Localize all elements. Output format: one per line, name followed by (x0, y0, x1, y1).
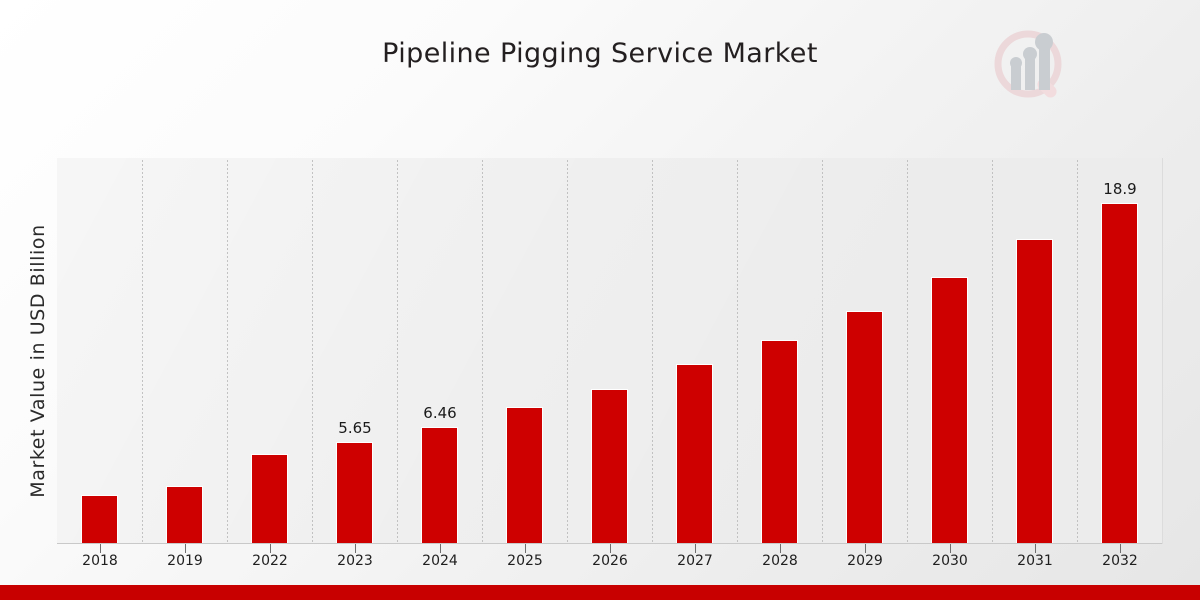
bar (166, 486, 203, 544)
x-axis-tick-label: 2028 (762, 553, 798, 569)
gridline (142, 160, 143, 544)
gridline (907, 160, 908, 544)
x-axis-line (57, 543, 1162, 544)
x-axis-tick-label: 2026 (592, 553, 628, 569)
tick-mark (100, 544, 101, 553)
footer-accent-bar (0, 585, 1200, 600)
watermark-logo (983, 22, 1083, 114)
y-axis-title: Market Value in USD Billion (27, 224, 49, 498)
bar (1101, 203, 1138, 544)
tick-mark (440, 544, 441, 553)
bar (676, 364, 713, 544)
tick-mark (695, 544, 696, 553)
tick-mark (950, 544, 951, 553)
bar (931, 277, 968, 544)
gridline (652, 160, 653, 544)
x-axis-tick-label: 2022 (252, 553, 288, 569)
bar (591, 389, 628, 544)
x-axis-tick-label: 2027 (677, 553, 713, 569)
tick-mark (1035, 544, 1036, 553)
tick-mark (1120, 544, 1121, 553)
tick-mark (610, 544, 611, 553)
gridline (1077, 160, 1078, 544)
gridline (397, 160, 398, 544)
bar-value-label: 18.9 (1103, 180, 1137, 198)
bar (81, 495, 118, 544)
page-title: Pipeline Pigging Service Market (382, 38, 818, 69)
bar (1016, 239, 1053, 544)
gridline (992, 160, 993, 544)
magnifier-bar-chart-icon (994, 30, 1062, 98)
tick-mark (780, 544, 781, 553)
x-axis-tick-label: 2019 (167, 553, 203, 569)
tick-mark (525, 544, 526, 553)
bar (506, 407, 543, 544)
bar (251, 454, 288, 544)
bar (761, 340, 798, 544)
x-axis-tick-label: 2029 (847, 553, 883, 569)
x-axis-tick-label: 2023 (337, 553, 373, 569)
tick-mark (185, 544, 186, 553)
x-axis-tick-label: 2024 (422, 553, 458, 569)
gridline (227, 160, 228, 544)
x-axis-tick-label: 2030 (932, 553, 968, 569)
bar-value-label: 6.46 (423, 404, 457, 422)
plot-area (57, 158, 1163, 544)
x-axis-tick-label: 2031 (1017, 553, 1053, 569)
bar (336, 442, 373, 544)
gridline (822, 160, 823, 544)
bar-value-label: 5.65 (338, 419, 372, 437)
x-axis-tick-label: 2032 (1102, 553, 1138, 569)
x-axis-tick-label: 2025 (507, 553, 543, 569)
gridline (312, 160, 313, 544)
tick-mark (355, 544, 356, 553)
gridline (737, 160, 738, 544)
tick-mark (865, 544, 866, 553)
bar (846, 311, 883, 544)
bar (421, 427, 458, 544)
tick-mark (270, 544, 271, 553)
gridline (482, 160, 483, 544)
x-axis-tick-label: 2018 (82, 553, 118, 569)
gridline (567, 160, 568, 544)
